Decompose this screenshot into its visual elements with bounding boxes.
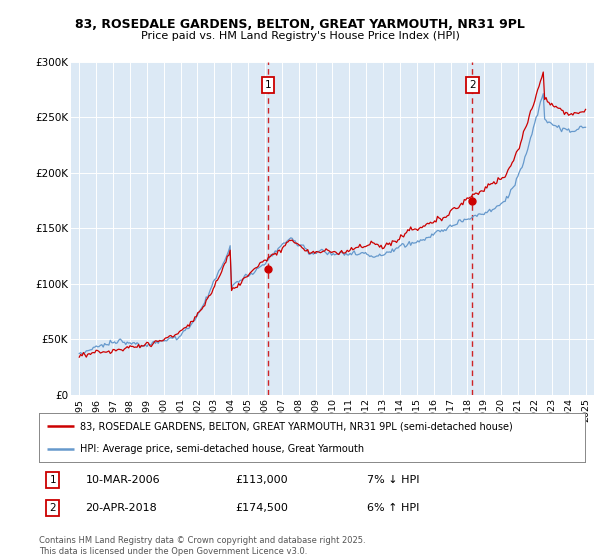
Text: Price paid vs. HM Land Registry's House Price Index (HPI): Price paid vs. HM Land Registry's House … (140, 31, 460, 41)
Text: 1: 1 (49, 475, 56, 485)
Text: 1: 1 (265, 80, 271, 90)
Text: £113,000: £113,000 (236, 475, 288, 485)
Text: 20-APR-2018: 20-APR-2018 (85, 503, 157, 514)
Text: £174,500: £174,500 (236, 503, 289, 514)
Text: 83, ROSEDALE GARDENS, BELTON, GREAT YARMOUTH, NR31 9PL: 83, ROSEDALE GARDENS, BELTON, GREAT YARM… (75, 18, 525, 31)
Text: HPI: Average price, semi-detached house, Great Yarmouth: HPI: Average price, semi-detached house,… (80, 444, 364, 454)
Text: 83, ROSEDALE GARDENS, BELTON, GREAT YARMOUTH, NR31 9PL (semi-detached house): 83, ROSEDALE GARDENS, BELTON, GREAT YARM… (80, 421, 513, 431)
Text: 2: 2 (469, 80, 476, 90)
Text: 2: 2 (49, 503, 56, 514)
Text: 10-MAR-2006: 10-MAR-2006 (85, 475, 160, 485)
Text: Contains HM Land Registry data © Crown copyright and database right 2025.
This d: Contains HM Land Registry data © Crown c… (39, 536, 365, 556)
Text: 6% ↑ HPI: 6% ↑ HPI (367, 503, 419, 514)
Text: 7% ↓ HPI: 7% ↓ HPI (367, 475, 419, 485)
